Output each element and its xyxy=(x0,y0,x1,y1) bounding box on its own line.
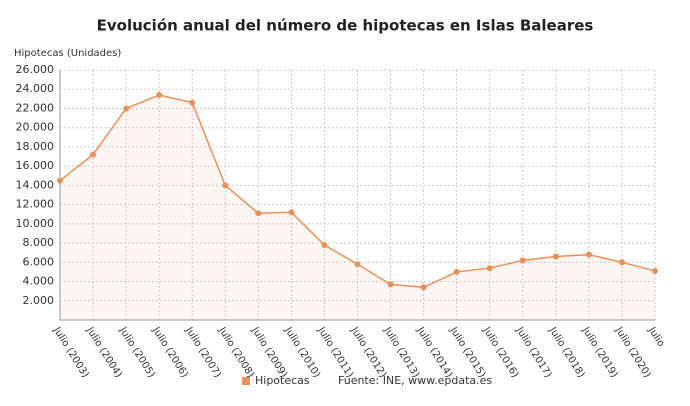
y-tick-label: 14.000 xyxy=(16,178,55,191)
point xyxy=(387,281,394,288)
point xyxy=(255,210,262,217)
x-tick-label: Julio xyxy=(645,325,666,349)
y-tick-label: 6.000 xyxy=(23,255,55,268)
y-tick-label: 20.000 xyxy=(16,121,55,134)
point xyxy=(552,253,559,260)
y-tick-label: 12.000 xyxy=(16,198,55,211)
point xyxy=(156,92,163,98)
y-tick-label: 4.000 xyxy=(23,275,55,288)
area xyxy=(60,95,655,320)
source: Fuente: INE, www.epdata.es xyxy=(338,374,492,387)
y-axis-label: Hipotecas (Unidades) xyxy=(14,48,121,59)
point xyxy=(618,259,625,266)
point xyxy=(486,265,493,272)
point xyxy=(123,105,130,112)
legend-label: Hipotecas xyxy=(255,374,310,387)
point xyxy=(585,251,592,258)
point xyxy=(652,267,658,274)
y-tick-label: 10.000 xyxy=(16,217,55,230)
y-tick-label: 8.000 xyxy=(23,236,55,249)
point xyxy=(519,257,526,264)
point xyxy=(90,151,97,158)
y-tick-label: 24.000 xyxy=(16,82,55,95)
point xyxy=(288,209,295,216)
point xyxy=(453,268,460,275)
point xyxy=(321,242,328,248)
y-tick-label: 22.000 xyxy=(16,101,55,114)
point xyxy=(420,284,427,291)
y-tick-label: 26.000 xyxy=(16,63,55,76)
legend-swatch xyxy=(242,377,250,385)
y-tick-label: 2.000 xyxy=(23,294,55,307)
x-tick-label: Julio (2003) xyxy=(50,325,90,380)
y-tick-label: 18.000 xyxy=(16,140,55,153)
point xyxy=(189,99,196,106)
point xyxy=(222,182,229,189)
point xyxy=(354,261,361,268)
point xyxy=(57,177,63,184)
chart-title: Evolución anual del número de hipotecas … xyxy=(97,17,594,35)
y-tick-label: 16.000 xyxy=(16,159,55,172)
